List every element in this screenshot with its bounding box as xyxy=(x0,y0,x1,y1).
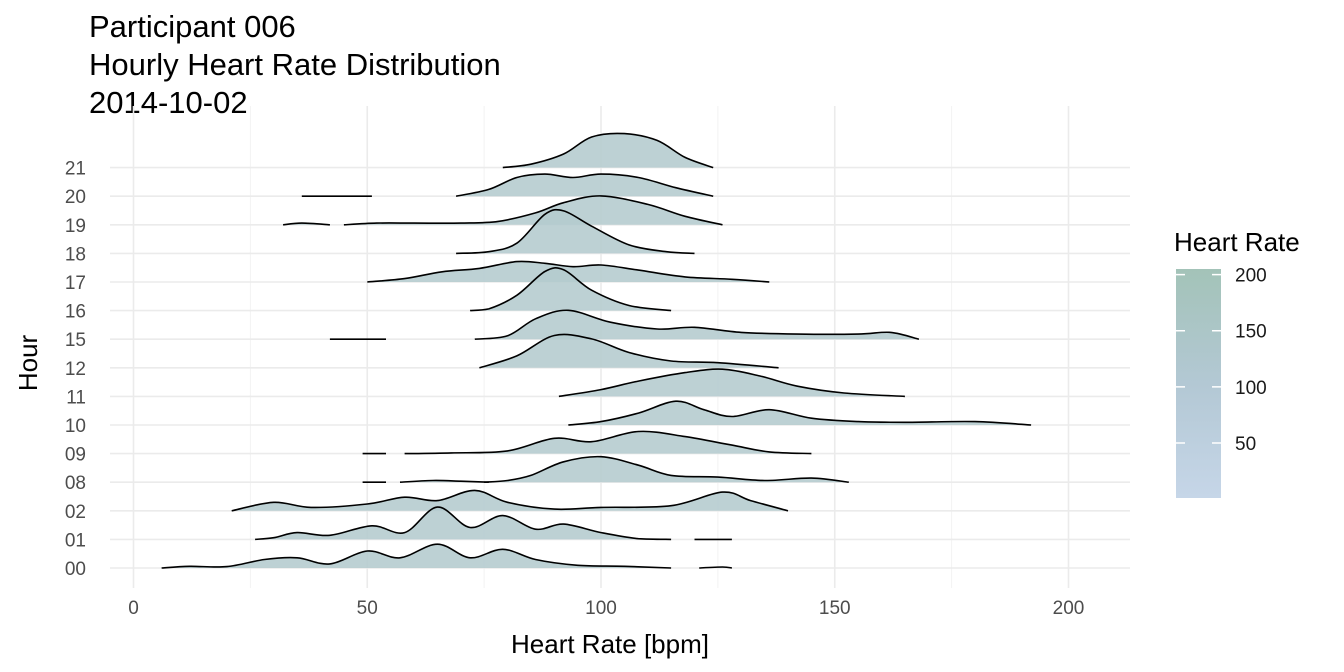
y-tick-label: 02 xyxy=(65,502,86,523)
ridge-15 xyxy=(329,309,920,341)
y-tick-label: 08 xyxy=(65,473,86,494)
ridge-outline xyxy=(161,543,672,569)
ridge-02 xyxy=(231,489,789,512)
ridge-20 xyxy=(301,173,714,198)
legend-colorbar xyxy=(1176,269,1221,498)
x-axis: 0 50 100 150 200 xyxy=(128,598,1084,619)
y-axis-title: Hour xyxy=(13,334,43,391)
legend-tick-label: 100 xyxy=(1235,378,1267,399)
y-tick-label: 12 xyxy=(65,359,86,380)
ridge-outline xyxy=(502,132,714,169)
y-tick-label: 15 xyxy=(65,330,86,351)
ridge-18 xyxy=(456,208,695,255)
chart-title-line-1: Participant 006 xyxy=(89,9,296,44)
ridge-16 xyxy=(470,267,672,312)
ridges xyxy=(161,132,1032,569)
ridge-21 xyxy=(502,132,714,169)
x-axis-title: Heart Rate [bpm] xyxy=(511,629,709,659)
ridge-00 xyxy=(161,543,733,569)
ridge-09 xyxy=(362,430,812,455)
ridge-fill xyxy=(484,456,849,483)
ridge-fill xyxy=(255,507,672,540)
y-tick-label: 11 xyxy=(66,387,86,408)
ridge-fill xyxy=(404,431,812,454)
ridge-fill xyxy=(456,209,695,254)
y-tick-label: 18 xyxy=(65,244,86,265)
ridge-fill xyxy=(474,310,919,340)
ridge-fill xyxy=(343,195,723,225)
ridge-08 xyxy=(362,455,849,484)
chart-title: Participant 006 Hourly Heart Rate Distri… xyxy=(89,8,501,122)
y-tick-label: 21 xyxy=(65,159,86,180)
ridge-outline xyxy=(404,430,812,455)
legend-tick-label: 150 xyxy=(1235,322,1267,343)
x-tick-label: 200 xyxy=(1053,598,1085,619)
ridge-19 xyxy=(283,195,723,226)
legend-tick-label: 200 xyxy=(1235,266,1267,287)
ridge-fill xyxy=(502,133,714,168)
y-tick-label: 16 xyxy=(65,302,86,323)
ridge-11 xyxy=(558,368,905,398)
ridge-outline xyxy=(474,309,920,340)
chart-title-line-2: Hourly Heart Rate Distribution xyxy=(89,47,501,82)
ridge-outline xyxy=(399,479,489,483)
legend: Heart Rate 50 100 150 200 xyxy=(1174,227,1300,498)
y-tick-label: 19 xyxy=(65,216,86,237)
ridge-outline xyxy=(456,208,695,255)
ridge-outline xyxy=(470,267,672,312)
x-tick-label: 100 xyxy=(585,598,617,619)
ridge-outline xyxy=(484,455,849,483)
ridge-outline xyxy=(367,260,770,283)
ridge-01 xyxy=(255,506,732,541)
ridge-outline xyxy=(283,222,330,226)
ridge-10 xyxy=(568,400,1032,426)
ridge-outline xyxy=(699,566,733,569)
ridge-outline xyxy=(343,195,723,226)
x-tick-label: 0 xyxy=(128,598,139,619)
ridge-outline xyxy=(568,400,1032,426)
ridge-outline xyxy=(255,506,672,541)
ridge-fill xyxy=(231,490,788,511)
ridge-outline xyxy=(455,173,714,197)
y-tick-label: 20 xyxy=(65,187,86,208)
ridge-fill xyxy=(479,334,779,368)
y-tick-label: 17 xyxy=(65,273,86,294)
ridge-outline xyxy=(558,368,905,398)
ridge-fill xyxy=(568,401,1032,425)
ridge-outline xyxy=(479,333,779,369)
y-tick-label: 00 xyxy=(65,559,86,580)
x-tick-label: 150 xyxy=(819,598,851,619)
y-tick-label: 09 xyxy=(65,445,86,466)
ridge-fill xyxy=(558,369,905,397)
legend-tick-label: 50 xyxy=(1235,434,1256,455)
ridge-fill xyxy=(456,174,714,197)
ridge-12 xyxy=(479,333,779,369)
y-tick-label: 01 xyxy=(65,530,86,551)
ridge-outline xyxy=(231,489,789,512)
y-tick-label: 10 xyxy=(65,416,86,437)
x-tick-label: 50 xyxy=(357,598,378,619)
chart-title-line-3: 2014-10-02 xyxy=(89,85,248,120)
ridge-fill xyxy=(470,267,672,311)
y-axis: 00 01 02 08 09 10 11 12 15 16 17 18 19 20 21 xyxy=(65,159,86,580)
legend-title: Heart Rate xyxy=(1174,227,1300,257)
ridge-fill xyxy=(161,544,672,568)
